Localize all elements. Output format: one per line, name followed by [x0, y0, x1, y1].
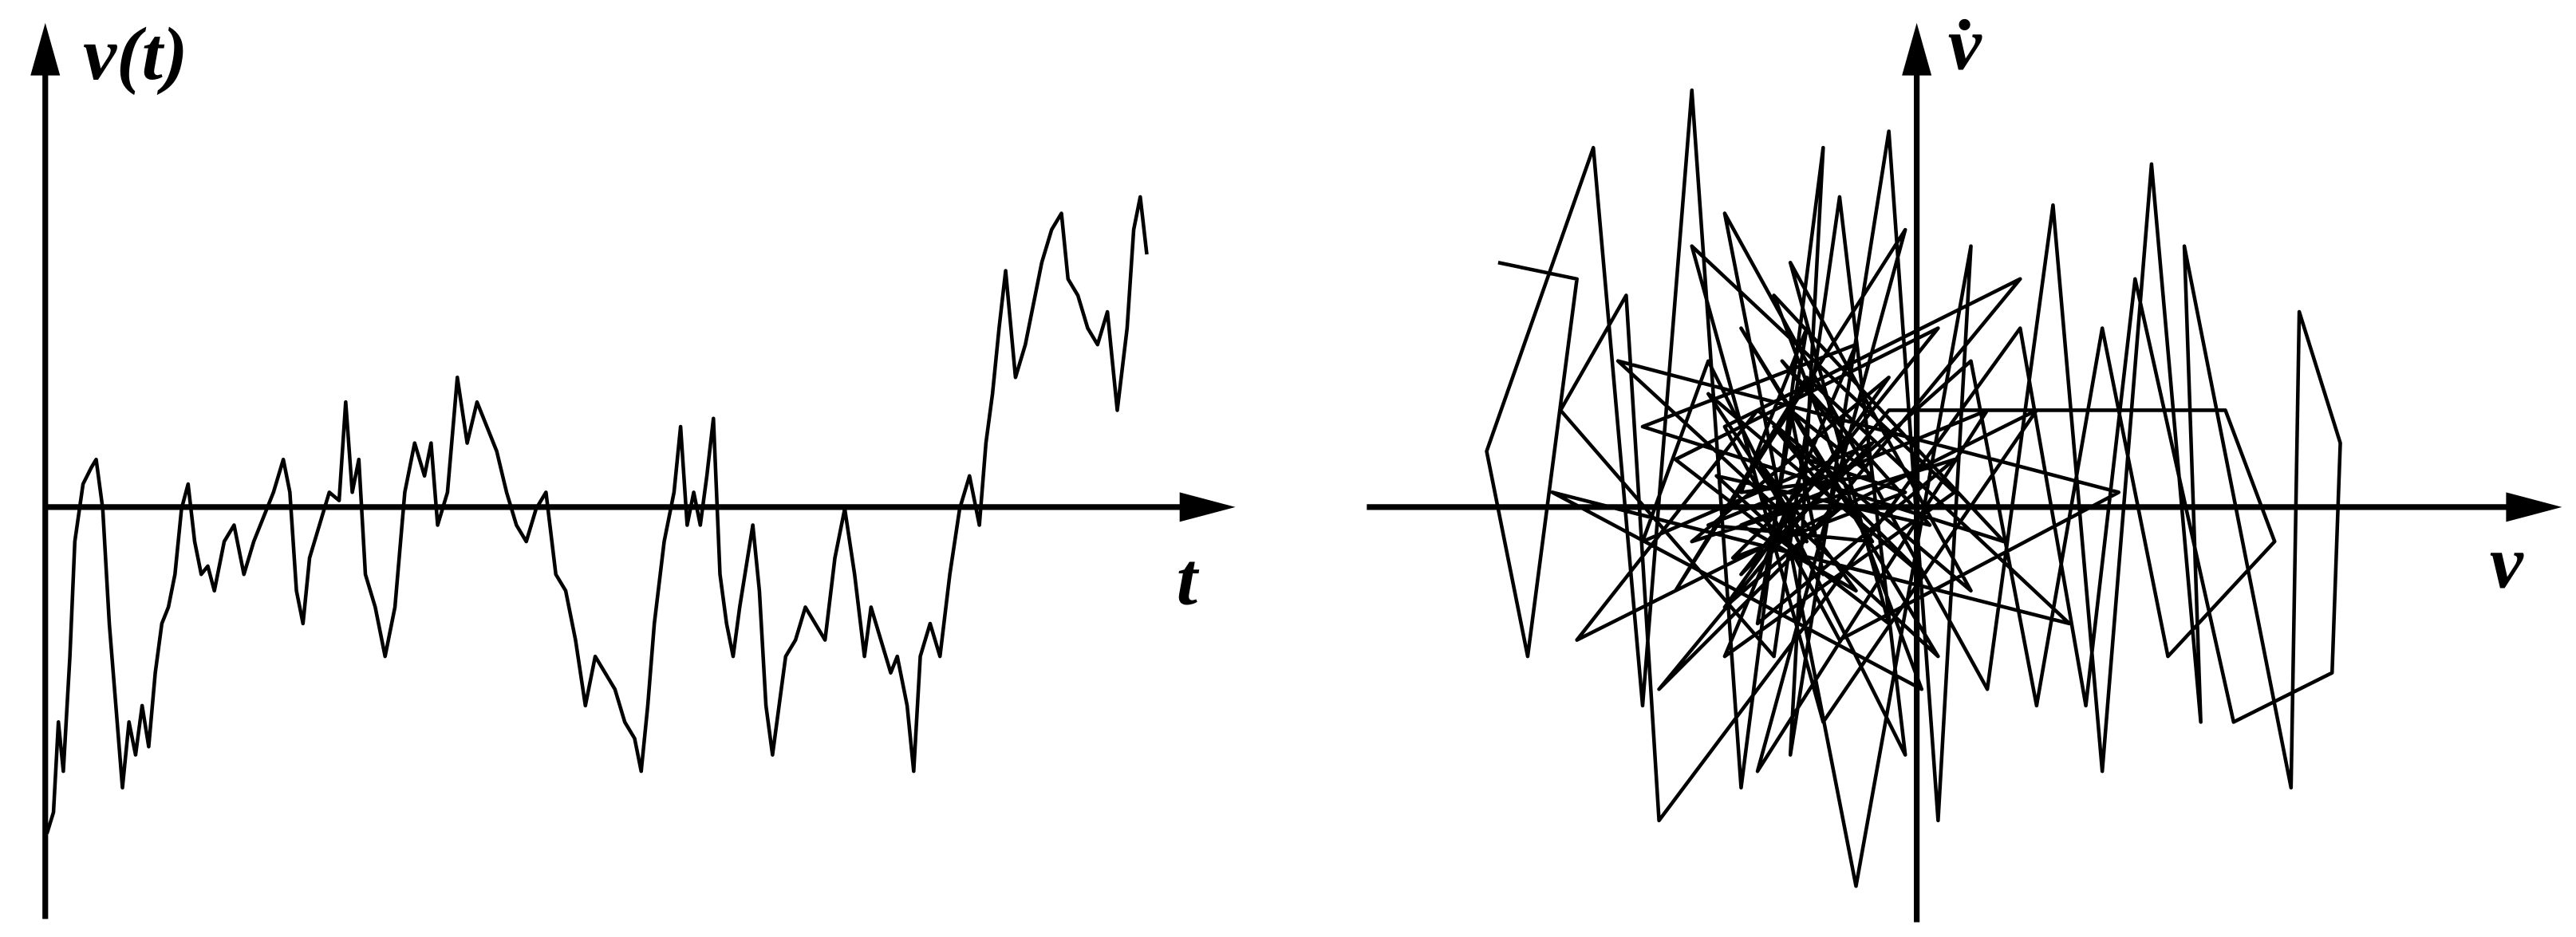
- x-axis-arrow: [2506, 492, 2562, 522]
- x-axis-label: v: [2490, 522, 2524, 604]
- y-axis-arrow: [1902, 22, 1932, 76]
- y-axis-label: v̇: [1948, 2, 1982, 85]
- phase-portrait-panel: v̇ v: [1367, 2, 2562, 923]
- x-axis-arrow: [1179, 492, 1236, 522]
- x-axis-label: t: [1177, 537, 1200, 620]
- velocity-trace: [45, 195, 1149, 835]
- y-axis-label: v(t): [83, 13, 187, 96]
- phase-trajectory: [1485, 88, 2342, 888]
- time-series-panel: v(t) t: [30, 13, 1236, 919]
- y-axis-arrow: [30, 22, 61, 76]
